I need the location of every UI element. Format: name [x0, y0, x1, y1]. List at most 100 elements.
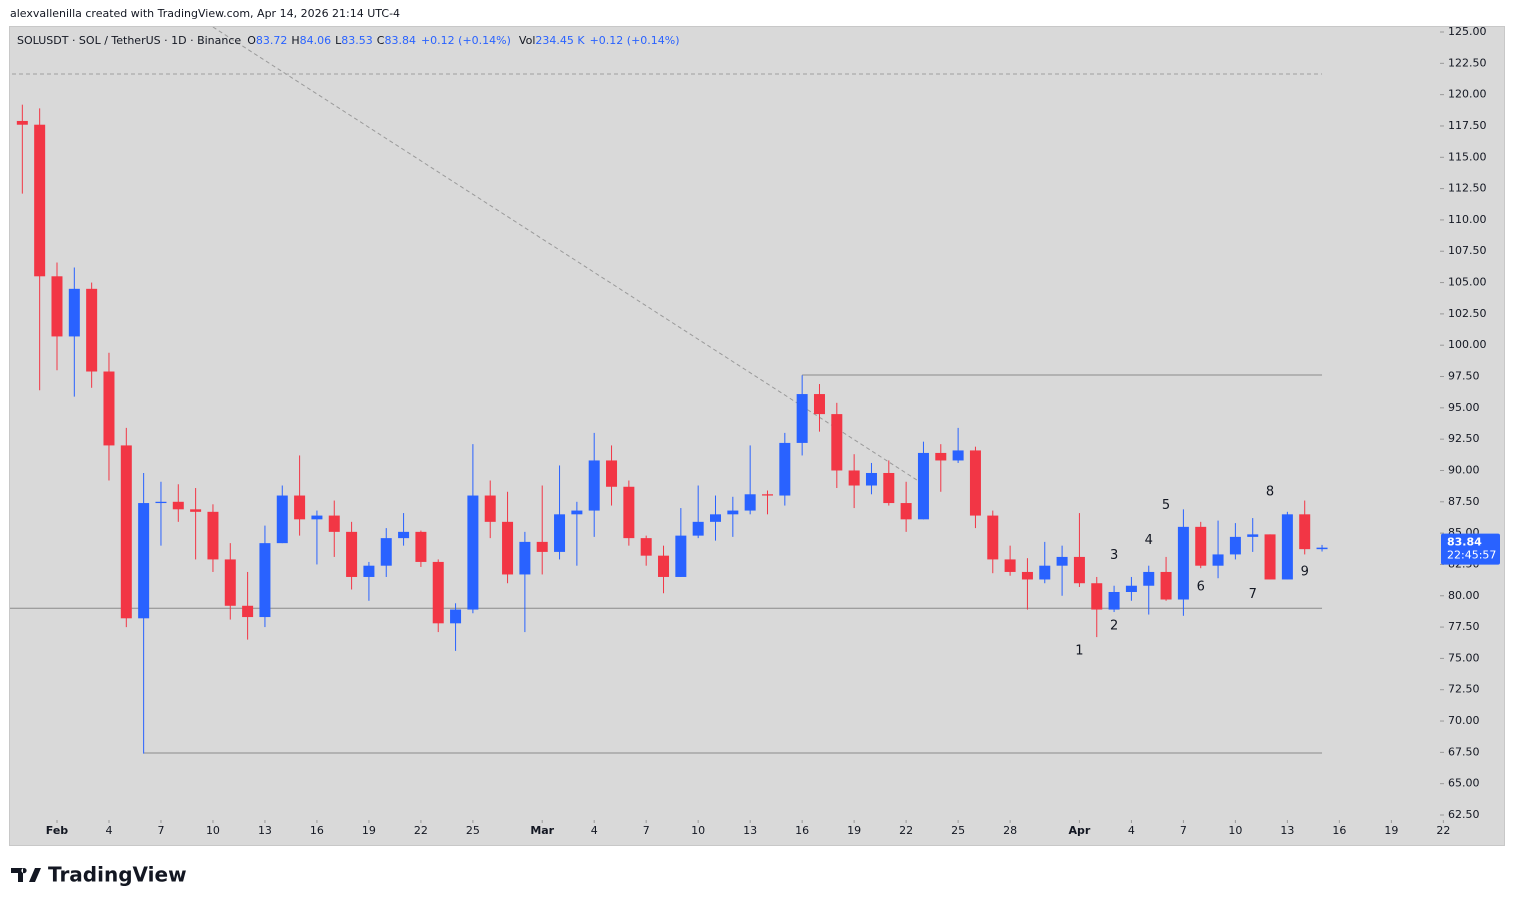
x-tick-label: 25: [951, 824, 965, 837]
y-tick-label: 70.00: [1448, 714, 1480, 727]
x-tick-label: 13: [1280, 824, 1294, 837]
candle-body: [1229, 536, 1241, 555]
candle-body: [1021, 571, 1033, 580]
x-tick-label: 13: [258, 824, 272, 837]
candle-body: [796, 394, 808, 443]
candle-body: [1108, 591, 1120, 610]
candle-body: [1160, 571, 1172, 600]
y-tick-label: 100.00: [1448, 338, 1487, 351]
candle-body: [1316, 547, 1328, 550]
price-axis: 62.50 65.00 67.50 70.00 72.50 75.00 77.50 80.00…: [1440, 27, 1487, 821]
logo: [11, 868, 41, 882]
y-tick-label: 120.00: [1448, 88, 1487, 101]
candle-body: [450, 609, 462, 624]
y-tick-label: 115.00: [1448, 150, 1487, 163]
candle-body: [380, 538, 392, 566]
x-tick-label: 16: [1332, 824, 1346, 837]
candle-body: [1143, 571, 1155, 586]
y-tick-label: 97.50: [1448, 370, 1480, 383]
candle-body: [779, 442, 791, 496]
x-tick-label: 4: [1128, 824, 1135, 837]
candle-body: [1247, 534, 1259, 537]
candle-body: [969, 450, 981, 516]
candle-body: [155, 501, 167, 504]
legend-volume-change: +0.12 (+0.14%): [590, 34, 680, 47]
candle-body: [415, 531, 427, 562]
candle-body: [588, 460, 600, 511]
candle-body: [86, 288, 98, 372]
candle-body: [68, 288, 80, 337]
y-tick-label: 77.50: [1448, 620, 1480, 633]
candle-body: [34, 124, 46, 277]
y-tick-label: 62.50: [1448, 808, 1480, 821]
x-tick-label: Feb: [46, 824, 69, 837]
x-tick-label: 7: [1180, 824, 1187, 837]
candle-body: [710, 514, 722, 522]
candle-body: [502, 521, 514, 575]
candle-body: [207, 511, 219, 560]
candle-body: [1177, 526, 1189, 600]
candle-body: [311, 515, 323, 520]
candle-body: [952, 450, 964, 461]
wave-label: 7: [1249, 587, 1257, 602]
candle-body: [848, 470, 860, 486]
x-tick-label: 7: [643, 824, 650, 837]
candle-body: [519, 541, 531, 575]
candle-body: [328, 515, 340, 532]
candle-body: [138, 503, 150, 619]
candle-body: [1073, 556, 1085, 584]
y-tick-label: 90.00: [1448, 463, 1480, 476]
candle-body: [190, 509, 202, 512]
candle-body: [363, 565, 375, 577]
candle-body: [883, 472, 895, 504]
wave-label: 2: [1110, 618, 1118, 633]
candle-body: [1039, 565, 1051, 580]
y-tick-label: 87.50: [1448, 495, 1480, 508]
x-tick-label: 10: [1228, 824, 1242, 837]
x-tick-label: 4: [591, 824, 598, 837]
candle-body: [1091, 583, 1103, 610]
candle-body: [917, 452, 929, 520]
plot: 1 2 3 4 5 6 7 8 9: [10, 27, 1328, 754]
candle-body: [606, 460, 618, 487]
y-tick-label: 75.00: [1448, 651, 1480, 664]
legend-symbol: SOLUSDT · SOL / TetherUS · 1D · Binance: [17, 34, 241, 47]
y-tick-label: 65.00: [1448, 777, 1480, 790]
y-tick-label: 67.50: [1448, 745, 1480, 758]
candle-body: [813, 394, 825, 415]
x-tick-label: 16: [310, 824, 324, 837]
last-price-box: [1441, 533, 1500, 565]
y-tick-label: 92.50: [1448, 432, 1480, 445]
candle-body: [346, 531, 358, 577]
candle-body: [120, 445, 132, 619]
candle-body: [727, 510, 739, 515]
wave-label: 5: [1162, 498, 1170, 513]
candle-body: [51, 276, 63, 337]
x-tick-label: Apr: [1069, 824, 1091, 837]
legend-volume-label: Vol: [519, 34, 535, 47]
y-tick-label: 102.50: [1448, 307, 1487, 320]
x-tick-label: 19: [1384, 824, 1398, 837]
x-tick-label: 16: [795, 824, 809, 837]
candle-body: [172, 501, 184, 510]
x-tick-label: 13: [743, 824, 757, 837]
y-tick-label: 122.50: [1448, 56, 1487, 69]
candle-body: [554, 514, 566, 552]
y-tick-label: 110.00: [1448, 213, 1487, 226]
y-tick-label: 80.00: [1448, 589, 1480, 602]
candle-body: [1299, 514, 1311, 550]
candle-body: [623, 486, 635, 539]
legend-field-value: 83.53: [341, 34, 373, 47]
y-tick-label: 105.00: [1448, 276, 1487, 289]
legend-field-label: C: [377, 34, 385, 47]
x-tick-label: 7: [157, 824, 164, 837]
x-tick-label: 25: [466, 824, 480, 837]
wave-label: 9: [1301, 564, 1309, 579]
legend-field-label: L: [335, 34, 342, 47]
legend-field-label: O: [247, 34, 256, 47]
y-tick-label: 95.00: [1448, 401, 1480, 414]
candle-body: [484, 495, 496, 522]
x-tick-label: 19: [847, 824, 861, 837]
candle-body: [1264, 534, 1276, 580]
